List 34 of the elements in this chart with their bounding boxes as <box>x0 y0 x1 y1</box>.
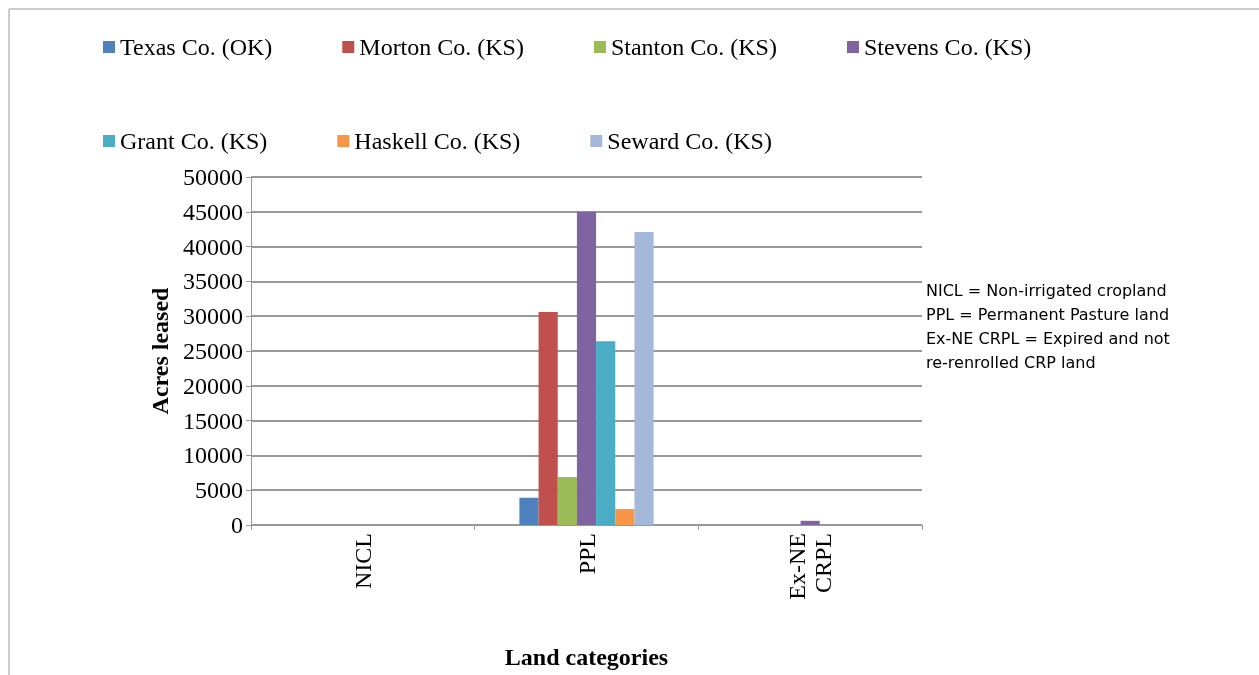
y-tick-label: 5000 <box>195 477 243 504</box>
y-tick-label: 35000 <box>183 268 243 295</box>
legend-label: Grant Co. (KS) <box>120 128 268 154</box>
x-tick-label: NICL <box>349 533 376 589</box>
x-axis-title: Land categories <box>504 644 669 670</box>
x-tick-label: Ex-NE CRPL <box>784 533 837 600</box>
bar <box>800 520 820 525</box>
text: Ex-NE CRPL = Expired and not re-renrolled CRP land <box>926 328 1175 372</box>
y-tick-label: 0 <box>231 512 243 538</box>
bar <box>538 312 558 525</box>
y-tick-label: 50000 <box>183 164 243 190</box>
y-tick-label: 20000 <box>183 372 243 399</box>
text: NICL = Non-irrigated cropland <box>926 280 1167 300</box>
bar <box>557 476 577 525</box>
legend-label: Seward Co. (KS) <box>607 128 772 154</box>
y-axis-title: Acres leased <box>147 286 174 415</box>
bar <box>596 341 616 525</box>
bar <box>576 211 597 525</box>
legend-label: Texas Co. (OK) <box>120 34 273 60</box>
x-tick-label: PPL <box>573 533 600 575</box>
bar <box>615 508 635 525</box>
y-tick-label: 10000 <box>183 442 243 469</box>
bar <box>519 497 539 525</box>
legend-label: Morton Co. (KS) <box>359 34 524 60</box>
legend-label: Stevens Co. (KS) <box>863 34 1032 60</box>
y-tick-label: 30000 <box>183 303 243 330</box>
y-tick-label: 15000 <box>183 407 243 434</box>
text: PPL = Permanent Pasture land <box>926 304 1170 324</box>
y-tick-label: 40000 <box>183 233 243 260</box>
bar <box>634 231 654 525</box>
y-tick-label: 25000 <box>183 338 243 364</box>
y-tick-label: 45000 <box>183 198 243 225</box>
legend-label: Haskell Co. (KS) <box>354 128 521 154</box>
legend-label: Stanton Co. (KS) <box>610 34 777 60</box>
